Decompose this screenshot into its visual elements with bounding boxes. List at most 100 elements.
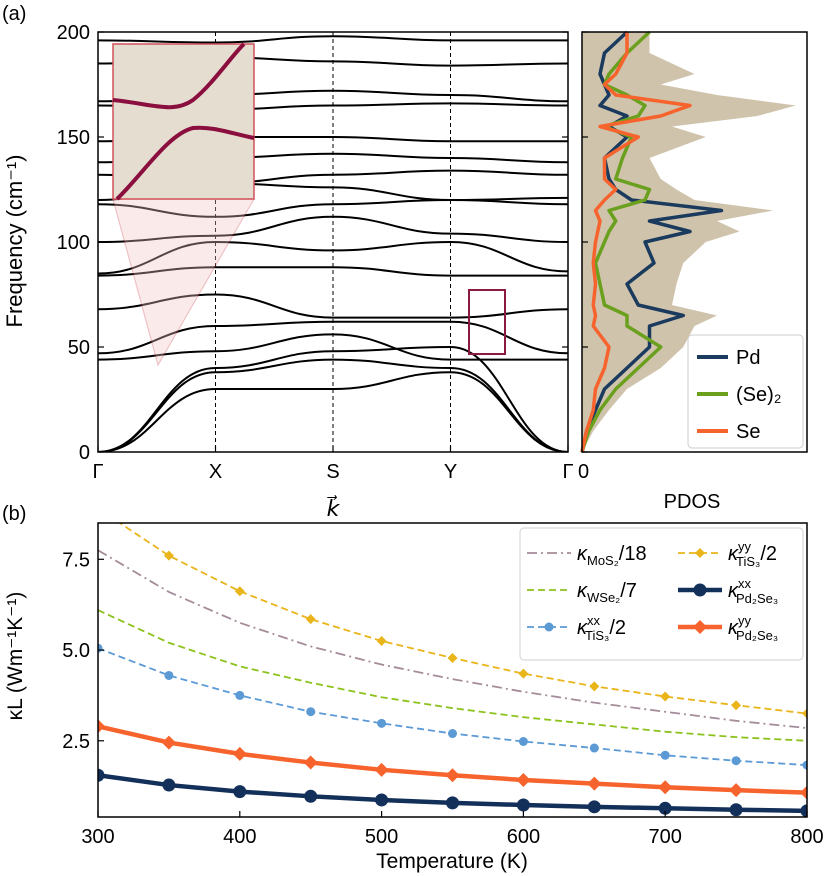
data-point xyxy=(518,668,529,679)
kappa-series xyxy=(98,643,807,770)
data-point xyxy=(232,746,247,761)
pdos-legend-label: (Se)₂ xyxy=(736,384,782,406)
data-point xyxy=(375,793,389,807)
data-point xyxy=(163,550,174,561)
pdos-legend-label: Pd xyxy=(736,347,760,369)
thermal-conductivity-plot: 300 400 500 600 700 800 2.5 5.0 7.5 κMoS₂/18 κWSe₂… xyxy=(62,503,824,848)
band-line xyxy=(98,371,568,452)
kappa-series xyxy=(98,609,807,742)
frequency-tick-label: 150 xyxy=(57,127,90,149)
band-line xyxy=(98,266,568,277)
kappa-tick-label: 7.5 xyxy=(62,549,90,571)
data-point xyxy=(589,743,599,753)
kappa-legend-label: κxx TiS₃/2 xyxy=(577,613,626,643)
frequency-tick-label: 100 xyxy=(57,232,90,254)
band-line xyxy=(98,358,568,452)
inset-connector xyxy=(112,198,256,367)
inset-band-lower xyxy=(115,125,255,201)
data-point xyxy=(377,718,387,728)
frequency-axis-label: Frequency (cm⁻¹) xyxy=(2,155,27,328)
data-point xyxy=(235,690,245,700)
data-point xyxy=(587,800,601,814)
data-point xyxy=(658,801,672,815)
pdos-legend-box xyxy=(687,334,804,449)
kappa-line xyxy=(98,609,807,742)
data-point xyxy=(729,783,744,798)
kappa-series xyxy=(98,719,807,800)
kappa-legend-label: κyy TiS₃/2 xyxy=(728,539,777,569)
temperature-tick-label: 500 xyxy=(365,826,398,848)
data-point xyxy=(516,798,530,812)
data-point xyxy=(98,719,105,734)
data-point xyxy=(93,503,103,513)
data-point xyxy=(802,760,807,770)
data-point xyxy=(447,653,458,664)
band-lines xyxy=(98,35,568,452)
k-axis-label: k⃗ xyxy=(327,495,341,521)
inset-box xyxy=(112,43,255,200)
data-point xyxy=(589,681,600,692)
band-line xyxy=(98,333,568,361)
data-point xyxy=(729,803,743,817)
data-point xyxy=(305,614,316,625)
data-point xyxy=(306,707,316,717)
data-point xyxy=(800,785,807,800)
inset-band-upper xyxy=(112,42,246,110)
kappa-frame xyxy=(97,522,808,818)
frequency-tick-label: 0 xyxy=(79,442,90,464)
band-line xyxy=(98,215,568,243)
data-point xyxy=(98,768,105,782)
kappa-legend-label: κWSe₂/7 xyxy=(577,580,637,605)
data-point xyxy=(800,804,807,817)
data-point xyxy=(693,583,707,597)
frequency-tick-label: 200 xyxy=(57,22,90,44)
data-point xyxy=(374,762,389,777)
data-point xyxy=(446,796,459,810)
pdos-line xyxy=(580,30,724,453)
pdos-line xyxy=(580,30,663,453)
data-point xyxy=(448,729,457,739)
kappa-tick-label: 5.0 xyxy=(62,640,90,662)
kappa-series xyxy=(93,503,807,719)
k-point-label: Γ xyxy=(92,461,103,483)
kappa-legend-label: κMoS₂/18 xyxy=(577,543,647,568)
kappa-series-group xyxy=(93,503,807,817)
panel-a-label: (a) xyxy=(2,3,26,25)
data-point xyxy=(731,700,742,711)
data-point xyxy=(518,737,528,747)
band-structure-plot: 0 50 100 150 200 Γ X S Y Γ xyxy=(57,22,574,483)
band-line xyxy=(98,198,568,218)
band-line xyxy=(98,35,568,44)
temperature-tick-label: 400 xyxy=(223,826,256,848)
kappa-legend-box xyxy=(519,527,804,661)
k-point-label: X xyxy=(209,461,222,483)
kappa-tick-label: 2.5 xyxy=(62,731,90,753)
temperature-tick-label: 700 xyxy=(649,826,682,848)
data-point xyxy=(731,756,741,766)
temperature-tick-label: 300 xyxy=(81,826,114,848)
pdos-plot: 0 Pd (Se)₂ Se xyxy=(578,30,808,483)
data-point xyxy=(234,586,245,597)
data-point xyxy=(304,789,318,803)
data-point xyxy=(587,776,602,791)
kappa-axis-label: κL (Wm⁻¹K⁻¹) xyxy=(4,592,27,721)
data-point xyxy=(693,620,707,634)
k-point-label: Y xyxy=(444,461,457,483)
kappa-legend-label: κyy Pd₂Se₃ xyxy=(728,613,778,643)
pdos-zero-label: 0 xyxy=(578,461,589,483)
temperature-tick-label: 600 xyxy=(507,826,540,848)
kappa-legend-label: κxx Pd₂Se₃ xyxy=(728,576,778,606)
pdos-legend-label: Se xyxy=(736,421,760,443)
temperature-tick-label: 800 xyxy=(790,826,823,848)
data-point xyxy=(162,778,176,792)
zoom-region-box xyxy=(468,289,506,355)
data-point xyxy=(658,780,673,795)
band-line xyxy=(98,320,568,355)
data-point xyxy=(376,635,387,646)
data-point xyxy=(233,785,247,799)
data-point xyxy=(660,691,671,702)
data-point xyxy=(164,670,174,680)
data-point xyxy=(445,768,460,783)
data-point xyxy=(516,772,531,787)
